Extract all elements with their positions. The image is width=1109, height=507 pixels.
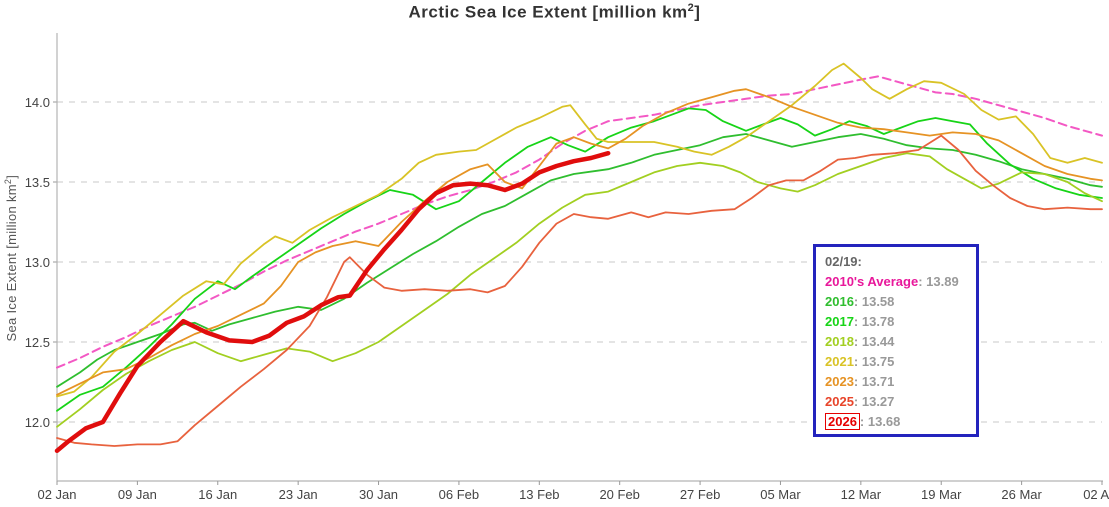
y-axis-title-superscript: 2	[2, 178, 13, 185]
chart-title-superscript: 2	[687, 2, 695, 14]
y-axis-title-text: Sea Ice Extent [million km	[4, 184, 20, 342]
legend-value: : 13.27	[853, 394, 895, 409]
legend-value: : 13.75	[853, 354, 895, 369]
legend-value: : 13.44	[853, 334, 895, 349]
x-tick-label: 13 Feb	[519, 487, 559, 502]
y-tick-label: 12.0	[25, 415, 50, 430]
legend-value: : 13.89	[918, 274, 959, 289]
legend-row-2018: 2018: 13.44	[825, 332, 976, 352]
series-line-2016	[56, 133, 1103, 388]
x-tick-label: 20 Feb	[599, 487, 639, 502]
legend-row-2025: 2025: 13.27	[825, 392, 976, 412]
x-tick-label: 16 Jan	[198, 487, 237, 502]
series-line-2023	[56, 88, 1103, 396]
series-line-2017	[56, 107, 1103, 412]
legend-label: 2021	[825, 354, 854, 369]
chart-title: Arctic Sea Ice Extent [million km2]	[0, 2, 1109, 23]
legend-label: 2010's Average	[825, 274, 919, 289]
legend-row-2021: 2021: 13.75	[825, 352, 976, 372]
y-tick-label: 13.0	[25, 255, 50, 270]
legend-value: : 13.71	[853, 374, 895, 389]
y-axis-title: Sea Ice Extent [million km2]	[3, 143, 19, 373]
series-line-2010-s-average	[56, 75, 1103, 369]
legend-row-2023: 2023: 13.71	[825, 372, 976, 392]
legend-row-2017: 2017: 13.78	[825, 312, 976, 332]
x-tick-label: 06 Feb	[439, 487, 479, 502]
legend-value: : 13.68	[859, 414, 901, 429]
x-tick-label: 12 Mar	[841, 487, 882, 502]
x-tick-label: 02 Jan	[37, 487, 76, 502]
y-tick-label: 12.5	[25, 335, 50, 350]
legend-row-2026: 2026: 13.68	[825, 412, 976, 432]
legend-label: 2017	[825, 314, 854, 329]
y-tick-label: 13.5	[25, 175, 50, 190]
legend-label: 2023	[825, 374, 854, 389]
legend-date-header: 02/19:	[825, 254, 862, 269]
x-tick-label: 30 Jan	[359, 487, 398, 502]
x-tick-label: 02 Apr	[1083, 487, 1109, 502]
x-tick-label: 09 Jan	[118, 487, 157, 502]
series-line-2026	[54, 150, 611, 454]
legend-box: 02/19: 2010's Average: 13.89 2016: 13.58 2…	[813, 244, 979, 437]
chart-title-text: Arctic Sea Ice Extent [million km	[408, 2, 688, 22]
legend-label: 2018	[825, 334, 854, 349]
legend-label: 2026	[825, 413, 860, 430]
x-tick-label: 19 Mar	[921, 487, 962, 502]
x-tick-label: 05 Mar	[760, 487, 801, 502]
x-tick-label: 26 Mar	[1001, 487, 1042, 502]
legend-value: : 13.58	[853, 294, 895, 309]
legend-value: : 13.78	[853, 314, 895, 329]
series-line-2021	[56, 62, 1103, 398]
x-tick-label: 23 Jan	[279, 487, 318, 502]
legend-label: 2016	[825, 294, 854, 309]
series-line-2025	[56, 134, 1103, 447]
y-axis-title-suffix: ]	[4, 174, 20, 179]
y-tick-label: 14.0	[25, 95, 50, 110]
legend-row-2016: 2016: 13.58	[825, 292, 976, 312]
x-tick-label: 27 Feb	[680, 487, 720, 502]
legend-label: 2025	[825, 394, 854, 409]
chart-title-suffix: ]	[694, 2, 701, 22]
legend-row-2010-s-average: 2010's Average: 13.89	[825, 272, 976, 292]
series-line-2018	[56, 152, 1103, 428]
